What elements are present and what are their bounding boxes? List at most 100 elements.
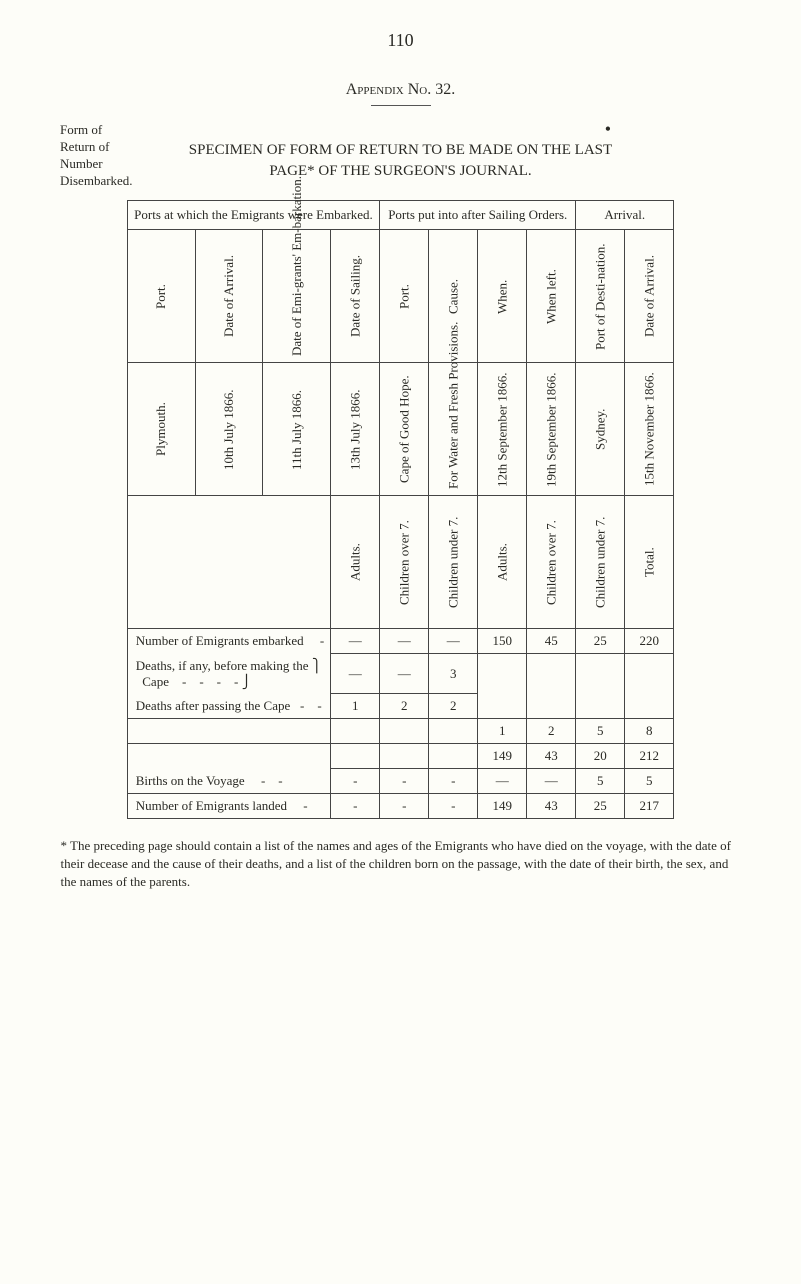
row-intermediate: 149 43 20 212 [127,744,673,769]
specimen-title: SPECIMEN OF FORM OF RETURN TO BE MADE ON… [81,140,721,182]
label-births: Births on the Voyage - - [127,769,330,794]
row-landed: Number of Emigrants landed - - - - 149 4… [127,794,673,819]
sub-child-over-1: Children over 7. [380,496,429,629]
label-births-text: Births on the Voyage [136,773,245,788]
l-u2: 25 [576,794,625,819]
row-deaths-cape: Deaths, if any, before making the ⎫ Cape… [127,654,673,694]
label-deaths-after-text: Deaths after passing the Cape [136,698,291,713]
ds-a2: 1 [478,719,527,744]
da-a1: 1 [331,694,380,719]
sub-adults-1: Adults. [331,496,380,629]
dc-u1: 3 [429,654,478,694]
im-u2: 20 [576,744,625,769]
row-deaths-summary: 1 2 5 8 [127,719,673,744]
dc-o1: — [380,654,429,694]
emb-u1: — [429,629,478,654]
group-orders: Ports put into after Sailing Orders. [380,201,576,230]
sub-child-over-2: Children over 7. [527,496,576,629]
col-port-2: Port. [380,230,429,363]
emb-u2: 25 [576,629,625,654]
margin-note: Form of Return of Number Disembarked. [60,122,170,190]
l-a2: 149 [478,794,527,819]
emb-a2: 150 [478,629,527,654]
emb-o1: — [380,629,429,654]
count-header-row: Adults. Children over 7. Children under … [127,496,673,629]
im-a2: 149 [478,744,527,769]
da-u1: 2 [429,694,478,719]
ds-u1 [429,719,478,744]
col-port-1: Port. [127,230,195,363]
count-header-spacer [127,496,330,629]
b-a1: - [331,769,380,794]
label-embarked: Number of Emigrants embarked - [127,629,330,654]
label-deaths-cape-l1: Deaths, if any, before making the [136,658,309,673]
sub-child-under-1: Children under 7. [429,496,478,629]
l-tot: 217 [625,794,674,819]
l-u1: - [429,794,478,819]
col-date-emigrants: Date of Emi-grants' Em-barkation. [263,230,331,363]
b-o2: — [527,769,576,794]
cell-plymouth: Plymouth. [127,363,195,496]
cell-cape: Cape of Good Hope. [380,363,429,496]
return-table: Ports at which the Emigrants were Embark… [127,200,674,819]
col-when: When. [478,230,527,363]
bullet-icon: • [605,119,611,139]
im-u1 [429,744,478,769]
sub-adults-2: Adults. [478,496,527,629]
row-embarked: Number of Emigrants embarked - — — — 150… [127,629,673,654]
cell-10jul: 10th July 1866. [195,363,263,496]
label-deaths-cape: Deaths, if any, before making the ⎫ Cape… [127,654,330,694]
column-label-row: Port. Date of Arrival. Date of Emi-grant… [127,230,673,363]
dash-icon: - [320,633,324,648]
b-tot: 5 [625,769,674,794]
im-o1 [380,744,429,769]
l-a1: - [331,794,380,819]
dc-a2 [478,654,527,719]
group-arrival: Arrival. [576,201,674,230]
label-deaths-after: Deaths after passing the Cape - - [127,694,330,719]
label-embarked-text: Number of Emigrants embarked [136,633,304,648]
col-port-dest: Port of Desti-nation. [576,230,625,363]
label-deaths-summary [127,719,330,744]
ds-u2: 5 [576,719,625,744]
label-landed: Number of Emigrants landed - [127,794,330,819]
margin-note-l1: Form of [60,122,102,137]
emb-tot: 220 [625,629,674,654]
cell-sydney: Sydney. [576,363,625,496]
brace-top-icon: ⎫ [312,658,322,673]
l-o1: - [380,794,429,819]
group-embarked: Ports at which the Emigrants were Embark… [127,201,379,230]
margin-note-l3: Number [60,156,103,171]
heading-rule [371,105,431,106]
footnote: * The preceding page should contain a li… [61,837,741,892]
label-deaths-cape-l2: Cape [142,674,169,689]
dc-tot [625,654,674,719]
cell-13jul: 13th July 1866. [331,363,380,496]
cell-15nov: 15th November 1866. [625,363,674,496]
cell-water: For Water and Fresh Provisions. [429,363,478,496]
row-births: Births on the Voyage - - - - - — — 5 5 [127,769,673,794]
ds-o2: 2 [527,719,576,744]
im-tot: 212 [625,744,674,769]
dc-a1: — [331,654,380,694]
margin-note-l2: Return of [60,139,109,154]
da-o1: 2 [380,694,429,719]
brace-bot-icon: ⎭ [242,674,252,689]
margin-note-l4: Disembarked. [60,173,133,188]
sub-total: Total. [625,496,674,629]
spec-line-2: PAGE* OF THE SURGEON'S JOURNAL. [269,163,531,179]
sub-child-under-2: Children under 7. [576,496,625,629]
dc-o2 [527,654,576,719]
b-u2: 5 [576,769,625,794]
group-header-row: Ports at which the Emigrants were Embark… [127,201,673,230]
emb-o2: 45 [527,629,576,654]
page-number: 110 [40,30,761,51]
ds-a1 [331,719,380,744]
col-date-arrival-1: Date of Arrival. [195,230,263,363]
cell-19sep: 19th September 1866. [527,363,576,496]
b-u1: - [429,769,478,794]
b-o1: - [380,769,429,794]
label-intermediate [127,744,330,769]
im-o2: 43 [527,744,576,769]
b-a2: — [478,769,527,794]
